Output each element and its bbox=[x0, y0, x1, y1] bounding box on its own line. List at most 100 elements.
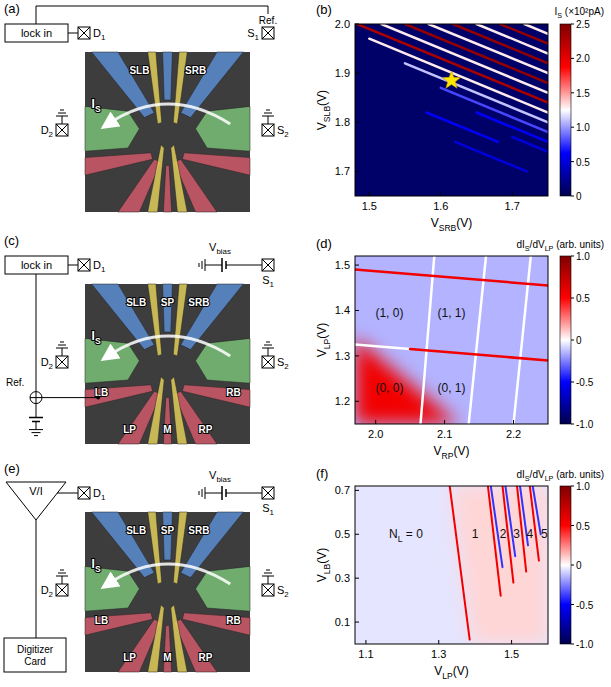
y-tick bbox=[355, 622, 359, 623]
text-run: 1 bbox=[255, 33, 259, 42]
colorbar-tick-label: 0 bbox=[576, 191, 582, 202]
y-tick bbox=[355, 171, 359, 172]
battery bbox=[222, 486, 226, 500]
contact bbox=[56, 124, 68, 136]
gate-red bbox=[182, 153, 250, 175]
text-run: (×10²pA) bbox=[562, 6, 604, 17]
label: SRB bbox=[188, 525, 209, 536]
panel-letter: (b) bbox=[316, 2, 332, 17]
gate-yellow bbox=[148, 605, 165, 672]
colorbar-tick-label: 1.0 bbox=[576, 122, 590, 133]
text-run: bias bbox=[216, 247, 231, 256]
sem-image bbox=[85, 284, 250, 444]
colorbar-tick bbox=[571, 92, 574, 93]
contact bbox=[262, 124, 274, 136]
ground bbox=[56, 110, 68, 124]
text-run: D bbox=[41, 584, 49, 596]
label: D2 bbox=[41, 124, 53, 139]
text-run: (V) bbox=[315, 323, 329, 339]
gate-red bbox=[182, 385, 250, 407]
transition-line bbox=[450, 486, 470, 640]
x-tick bbox=[369, 192, 370, 196]
gate-yellow bbox=[148, 284, 162, 356]
text-run: S bbox=[247, 27, 254, 39]
contact-cross bbox=[78, 27, 90, 39]
text-run: RP bbox=[442, 451, 454, 461]
text-run: D bbox=[41, 356, 49, 368]
text-run: S bbox=[277, 124, 284, 136]
annotation: (0, 1) bbox=[437, 381, 465, 395]
label: S1 bbox=[247, 27, 259, 42]
label: SP bbox=[161, 525, 175, 536]
label: IS bbox=[92, 97, 101, 114]
colorbar-tick-label: 1.0 bbox=[576, 251, 590, 262]
y-tick-label: 2.0 bbox=[335, 18, 350, 30]
text-run: S bbox=[95, 336, 101, 346]
text-line: Digitizer bbox=[17, 644, 54, 655]
label: Ref. bbox=[259, 15, 277, 26]
text-run: = 0 bbox=[403, 527, 424, 541]
gate-yellow bbox=[171, 377, 188, 444]
text-run: LP bbox=[545, 474, 554, 483]
gate-red bbox=[163, 166, 171, 212]
gate-yellow bbox=[171, 605, 188, 672]
label: lock in bbox=[21, 27, 52, 39]
label: D1 bbox=[93, 259, 105, 274]
map-region bbox=[452, 486, 549, 644]
ground bbox=[199, 259, 205, 271]
text-run: dI bbox=[516, 469, 524, 480]
label: SLB bbox=[126, 297, 146, 308]
annotation: (1, 0) bbox=[375, 306, 403, 320]
label: S1 bbox=[262, 502, 274, 517]
y-tick bbox=[355, 355, 359, 356]
text-run: (arb. units) bbox=[553, 469, 604, 480]
annotation: 3 bbox=[513, 527, 520, 541]
colorbar-tick bbox=[571, 565, 574, 566]
panel-letter: (f) bbox=[316, 466, 328, 481]
y-tick-label: 1.8 bbox=[335, 116, 350, 128]
label: IS bbox=[92, 329, 101, 346]
text-run: S bbox=[262, 502, 269, 514]
current-arrow bbox=[108, 564, 230, 584]
y-tick bbox=[355, 73, 359, 74]
x-axis-title: VRP(V) bbox=[434, 444, 470, 461]
text-run: /dV bbox=[530, 239, 545, 250]
x-tick-label: 1.5 bbox=[504, 648, 519, 660]
lock-in-box bbox=[5, 256, 68, 274]
annotation: (1, 1) bbox=[437, 306, 465, 320]
colorbar-tick bbox=[571, 644, 574, 645]
schematic: (c)SLBSPSRBLBLPMRPRBISlock inD1S1VbiasRe… bbox=[4, 233, 289, 444]
label: RB bbox=[226, 387, 240, 398]
wire bbox=[36, 404, 37, 418]
contact bbox=[262, 487, 274, 499]
text-run: D bbox=[93, 27, 101, 39]
wire bbox=[36, 422, 37, 430]
annotation: 4 bbox=[526, 527, 533, 541]
colorbar-tick-label: 1.5 bbox=[576, 88, 590, 99]
ground bbox=[199, 487, 205, 499]
wire bbox=[68, 265, 78, 266]
y-tick-label: 0.7 bbox=[335, 484, 350, 496]
colorbar-tick bbox=[571, 256, 574, 257]
text-run: N bbox=[389, 527, 398, 541]
colorbar bbox=[560, 486, 571, 644]
colorbar-tick-label: 0 bbox=[576, 560, 582, 571]
star-marker bbox=[443, 71, 461, 88]
wire bbox=[36, 6, 268, 24]
colorbar-tick-label: -0.5 bbox=[576, 377, 594, 388]
transition-line bbox=[533, 486, 541, 534]
contact-cross bbox=[262, 584, 274, 596]
colorbar-tick bbox=[571, 161, 574, 162]
annotation: 1 bbox=[472, 527, 479, 541]
transition-line bbox=[427, 113, 499, 142]
colorbar-tick bbox=[571, 24, 574, 25]
ground bbox=[56, 570, 68, 584]
label: RB bbox=[226, 615, 240, 626]
transition-line bbox=[455, 142, 526, 172]
label: LP bbox=[123, 424, 136, 435]
text-run: 2 bbox=[284, 362, 288, 371]
annotation: (0, 0) bbox=[375, 381, 403, 395]
text-run: D bbox=[93, 487, 101, 499]
text-run: SRB bbox=[439, 223, 457, 233]
contact-cross bbox=[262, 124, 274, 136]
